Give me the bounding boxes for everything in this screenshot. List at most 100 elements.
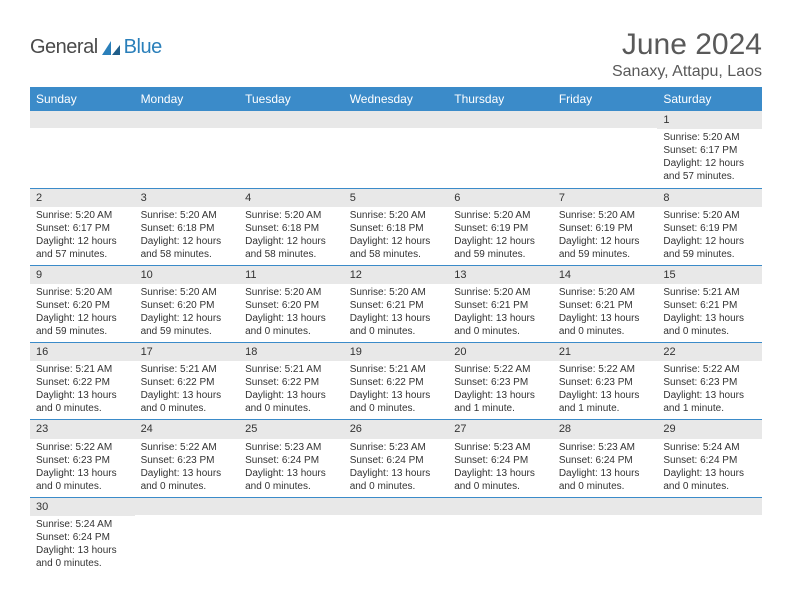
calendar-cell (553, 497, 658, 574)
sunrise-line: Sunrise: 5:21 AM (36, 363, 129, 376)
sunset-line: Sunset: 6:22 PM (350, 376, 443, 389)
day-details: Sunrise: 5:23 AMSunset: 6:24 PMDaylight:… (239, 439, 344, 497)
day-number: 28 (553, 420, 658, 438)
calendar-cell (239, 497, 344, 574)
day-number: 25 (239, 420, 344, 438)
day-number: 30 (30, 498, 135, 516)
calendar-cell (30, 111, 135, 188)
page-title: June 2024 (612, 28, 762, 61)
day-number: 29 (657, 420, 762, 438)
weekday-header-row: Sunday Monday Tuesday Wednesday Thursday… (30, 87, 762, 111)
calendar-cell: 3Sunrise: 5:20 AMSunset: 6:18 PMDaylight… (135, 188, 240, 265)
calendar-cell (344, 111, 449, 188)
day-number: 23 (30, 420, 135, 438)
weekday-header: Monday (135, 87, 240, 111)
day-number: 6 (448, 189, 553, 207)
daylight-line: Daylight: 13 hours and 1 minute. (663, 389, 756, 415)
day-details: Sunrise: 5:22 AMSunset: 6:23 PMDaylight:… (30, 439, 135, 497)
day-details: Sunrise: 5:20 AMSunset: 6:19 PMDaylight:… (657, 207, 762, 265)
calendar-cell: 23Sunrise: 5:22 AMSunset: 6:23 PMDayligh… (30, 420, 135, 497)
calendar-cell (135, 111, 240, 188)
day-number: 19 (344, 343, 449, 361)
daylight-line: Daylight: 12 hours and 57 minutes. (663, 157, 756, 183)
day-details: Sunrise: 5:20 AMSunset: 6:21 PMDaylight:… (553, 284, 658, 342)
sunrise-line: Sunrise: 5:20 AM (245, 286, 338, 299)
calendar-row: 16Sunrise: 5:21 AMSunset: 6:22 PMDayligh… (30, 343, 762, 420)
daylight-line: Daylight: 13 hours and 0 minutes. (559, 312, 652, 338)
calendar-cell: 16Sunrise: 5:21 AMSunset: 6:22 PMDayligh… (30, 343, 135, 420)
day-number: 2 (30, 189, 135, 207)
sunrise-line: Sunrise: 5:23 AM (454, 441, 547, 454)
sunset-line: Sunset: 6:23 PM (141, 454, 234, 467)
sunset-line: Sunset: 6:22 PM (36, 376, 129, 389)
calendar-cell (553, 111, 658, 188)
calendar-cell: 29Sunrise: 5:24 AMSunset: 6:24 PMDayligh… (657, 420, 762, 497)
day-number: 17 (135, 343, 240, 361)
day-details: Sunrise: 5:20 AMSunset: 6:19 PMDaylight:… (553, 207, 658, 265)
sunset-line: Sunset: 6:20 PM (36, 299, 129, 312)
sunset-line: Sunset: 6:18 PM (350, 222, 443, 235)
sunset-line: Sunset: 6:17 PM (663, 144, 756, 157)
daylight-line: Daylight: 13 hours and 0 minutes. (350, 312, 443, 338)
calendar-cell: 14Sunrise: 5:20 AMSunset: 6:21 PMDayligh… (553, 265, 658, 342)
weekday-header: Tuesday (239, 87, 344, 111)
calendar-cell: 4Sunrise: 5:20 AMSunset: 6:18 PMDaylight… (239, 188, 344, 265)
day-details: Sunrise: 5:20 AMSunset: 6:20 PMDaylight:… (30, 284, 135, 342)
sunset-line: Sunset: 6:23 PM (663, 376, 756, 389)
sunrise-line: Sunrise: 5:20 AM (559, 209, 652, 222)
day-details: Sunrise: 5:20 AMSunset: 6:21 PMDaylight:… (344, 284, 449, 342)
daylight-line: Daylight: 12 hours and 59 minutes. (36, 312, 129, 338)
daylight-line: Daylight: 12 hours and 58 minutes. (350, 235, 443, 261)
sunset-line: Sunset: 6:20 PM (245, 299, 338, 312)
day-number (344, 111, 449, 128)
daylight-line: Daylight: 13 hours and 0 minutes. (36, 467, 129, 493)
calendar-cell: 1Sunrise: 5:20 AMSunset: 6:17 PMDaylight… (657, 111, 762, 188)
sunset-line: Sunset: 6:19 PM (559, 222, 652, 235)
daylight-line: Daylight: 13 hours and 0 minutes. (663, 467, 756, 493)
sunrise-line: Sunrise: 5:20 AM (454, 286, 547, 299)
daylight-line: Daylight: 12 hours and 59 minutes. (454, 235, 547, 261)
calendar-cell: 11Sunrise: 5:20 AMSunset: 6:20 PMDayligh… (239, 265, 344, 342)
calendar-cell: 18Sunrise: 5:21 AMSunset: 6:22 PMDayligh… (239, 343, 344, 420)
calendar-cell: 22Sunrise: 5:22 AMSunset: 6:23 PMDayligh… (657, 343, 762, 420)
sunrise-line: Sunrise: 5:21 AM (141, 363, 234, 376)
day-details: Sunrise: 5:22 AMSunset: 6:23 PMDaylight:… (135, 439, 240, 497)
sunset-line: Sunset: 6:23 PM (559, 376, 652, 389)
calendar-row: 1Sunrise: 5:20 AMSunset: 6:17 PMDaylight… (30, 111, 762, 188)
day-number (344, 498, 449, 515)
daylight-line: Daylight: 12 hours and 59 minutes. (663, 235, 756, 261)
calendar-row: 23Sunrise: 5:22 AMSunset: 6:23 PMDayligh… (30, 420, 762, 497)
daylight-line: Daylight: 13 hours and 0 minutes. (350, 389, 443, 415)
sunset-line: Sunset: 6:24 PM (663, 454, 756, 467)
day-details: Sunrise: 5:20 AMSunset: 6:18 PMDaylight:… (239, 207, 344, 265)
day-details: Sunrise: 5:21 AMSunset: 6:22 PMDaylight:… (239, 361, 344, 419)
day-number (135, 498, 240, 515)
daylight-line: Daylight: 12 hours and 57 minutes. (36, 235, 129, 261)
sunset-line: Sunset: 6:23 PM (36, 454, 129, 467)
sunset-line: Sunset: 6:24 PM (36, 531, 129, 544)
calendar-cell: 20Sunrise: 5:22 AMSunset: 6:23 PMDayligh… (448, 343, 553, 420)
calendar-row: 30Sunrise: 5:24 AMSunset: 6:24 PMDayligh… (30, 497, 762, 574)
day-number: 1 (657, 111, 762, 129)
daylight-line: Daylight: 13 hours and 0 minutes. (245, 389, 338, 415)
day-number: 27 (448, 420, 553, 438)
sunrise-line: Sunrise: 5:22 AM (454, 363, 547, 376)
sunset-line: Sunset: 6:21 PM (559, 299, 652, 312)
calendar-cell: 17Sunrise: 5:21 AMSunset: 6:22 PMDayligh… (135, 343, 240, 420)
calendar-cell: 9Sunrise: 5:20 AMSunset: 6:20 PMDaylight… (30, 265, 135, 342)
day-number: 20 (448, 343, 553, 361)
page-subtitle: Sanaxy, Attapu, Laos (612, 63, 762, 81)
day-details: Sunrise: 5:24 AMSunset: 6:24 PMDaylight:… (657, 439, 762, 497)
sunset-line: Sunset: 6:19 PM (454, 222, 547, 235)
sunset-line: Sunset: 6:21 PM (663, 299, 756, 312)
day-details: Sunrise: 5:20 AMSunset: 6:20 PMDaylight:… (135, 284, 240, 342)
calendar-cell: 2Sunrise: 5:20 AMSunset: 6:17 PMDaylight… (30, 188, 135, 265)
sunrise-line: Sunrise: 5:22 AM (141, 441, 234, 454)
calendar-page: General Blue June 2024 Sanaxy, Attapu, L… (0, 0, 792, 594)
sunrise-line: Sunrise: 5:20 AM (141, 286, 234, 299)
calendar-cell (135, 497, 240, 574)
day-number: 7 (553, 189, 658, 207)
calendar-cell (239, 111, 344, 188)
day-details: Sunrise: 5:22 AMSunset: 6:23 PMDaylight:… (553, 361, 658, 419)
day-details: Sunrise: 5:20 AMSunset: 6:21 PMDaylight:… (448, 284, 553, 342)
